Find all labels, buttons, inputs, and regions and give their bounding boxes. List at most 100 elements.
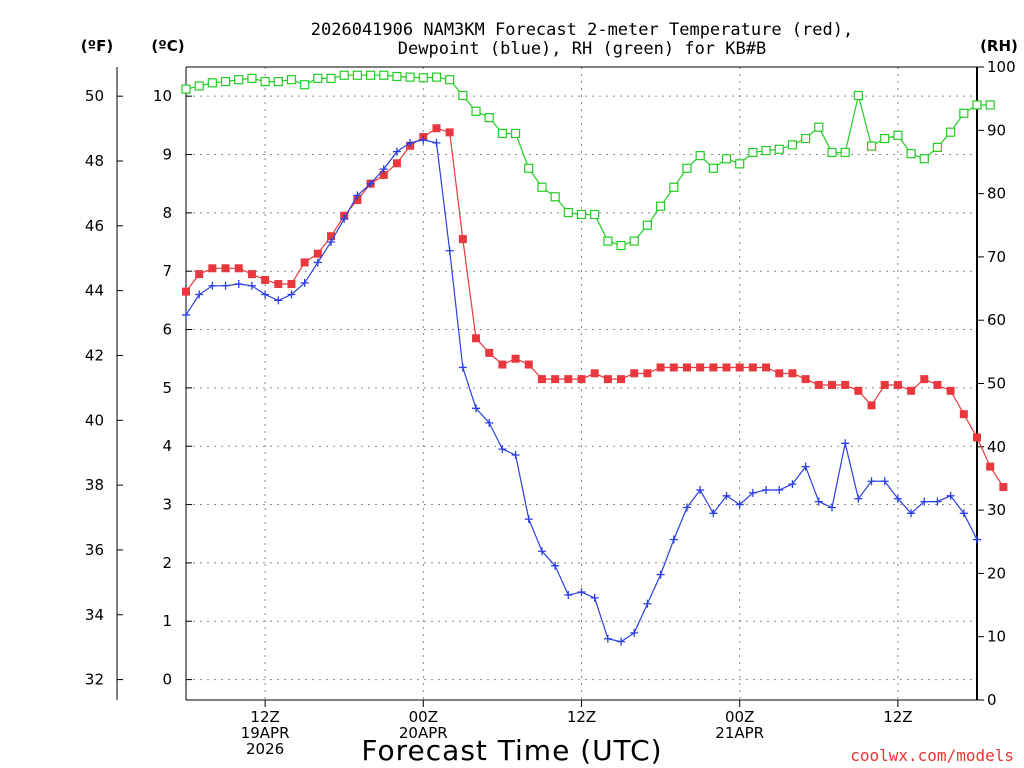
celsius-tick-label: 1 — [162, 612, 172, 630]
rh-point — [313, 73, 323, 83]
rh-point — [352, 70, 362, 80]
rh-point — [959, 108, 969, 118]
fahrenheit-axis-label: (ºF) — [81, 37, 113, 55]
celsius-tick-label: 2 — [162, 554, 172, 572]
temperature-point — [603, 375, 612, 384]
rh-point — [194, 81, 204, 91]
rh-point — [563, 207, 573, 218]
dewpoint-point — [775, 485, 784, 494]
rh-point — [708, 163, 718, 173]
rh-point — [326, 73, 336, 83]
temperature-point — [445, 128, 454, 137]
dewpoint-point — [221, 281, 230, 290]
dewpoint-point — [195, 290, 204, 299]
rh-point — [814, 122, 824, 132]
rh-point — [458, 90, 468, 101]
fahrenheit-tick-label: 40 — [85, 411, 104, 429]
celsius-tick-label: 9 — [162, 146, 172, 164]
fahrenheit-tick-label: 46 — [85, 217, 104, 235]
rh-point — [827, 147, 837, 158]
temperature-point — [432, 124, 441, 133]
celsius-tick-label: 3 — [162, 496, 172, 514]
x-tick-label: 00Z — [409, 708, 438, 726]
dewpoint-point — [419, 135, 428, 144]
dewpoint-point — [841, 439, 850, 448]
celsius-tick-label: 0 — [162, 671, 172, 689]
temperature-point — [880, 380, 889, 389]
rh-point — [748, 147, 758, 158]
x-tick-label: 12Z — [883, 708, 912, 726]
rh-point — [234, 75, 244, 85]
dewpoint-point — [893, 494, 902, 503]
dewpoint-point — [643, 599, 652, 608]
temperature-point — [986, 462, 995, 471]
temperature-point — [709, 363, 718, 372]
rh-point — [840, 147, 850, 158]
x-tick-label: 00Z — [725, 708, 754, 726]
dewpoint-point — [748, 488, 757, 497]
dewpoint-point — [537, 547, 546, 556]
temperature-point — [498, 360, 507, 369]
rh-point — [300, 80, 310, 90]
rh-point — [524, 163, 534, 173]
x-tick-label: 19APR — [241, 724, 290, 742]
x-axis-title: Forecast Time (UTC) — [361, 734, 662, 767]
rh-point — [260, 76, 270, 87]
series-temperature — [182, 124, 1008, 492]
rh-point — [880, 133, 890, 144]
dewpoint-point — [933, 497, 942, 506]
rh-point — [445, 75, 455, 85]
dewpoint-point — [827, 503, 836, 512]
dewpoint-point — [946, 491, 955, 500]
rh-point — [853, 90, 863, 101]
dewpoint-point — [603, 634, 612, 643]
dewpoint-point — [472, 404, 481, 413]
grid — [186, 67, 977, 700]
dewpoint-point — [762, 485, 771, 494]
fahrenheit-tick-label: 50 — [85, 87, 104, 105]
chart-title-line1: 2026041906 NAM3KM Forecast 2-meter Tempe… — [311, 20, 853, 40]
rh-point — [576, 209, 587, 220]
temperature-point — [630, 369, 639, 378]
dewpoint-point — [696, 485, 705, 494]
temperature-point — [735, 363, 744, 372]
temperature-point — [617, 375, 626, 384]
rh-tick-label: 100 — [987, 58, 1016, 76]
rh-point — [761, 145, 771, 156]
rh-tick-label: 50 — [987, 375, 1006, 393]
rh-point — [286, 75, 297, 85]
rh-point — [787, 140, 798, 150]
temperature-point — [577, 375, 586, 384]
fahrenheit-tick-label: 42 — [85, 346, 104, 364]
temperature-point — [564, 375, 573, 384]
dewpoint-point — [379, 165, 388, 174]
dewpoint-point — [340, 214, 349, 223]
dewpoint-point — [735, 500, 744, 509]
dewpoint-point — [617, 637, 626, 646]
rh-point — [695, 151, 705, 161]
series-line-temperature — [185, 127, 1004, 488]
dewpoint-point — [300, 278, 309, 287]
series-rh — [181, 70, 995, 251]
temperature-point — [801, 375, 810, 384]
series — [181, 70, 1008, 646]
rh-point — [801, 133, 811, 144]
fahrenheit-tick-label: 38 — [85, 476, 104, 494]
rh-point — [405, 72, 415, 82]
rh-point — [932, 142, 943, 152]
dewpoint-point — [577, 588, 586, 597]
rh-point — [866, 141, 877, 151]
dewpoint-point — [445, 246, 454, 255]
rh-point — [655, 201, 666, 211]
celsius-tick-label: 5 — [162, 379, 172, 397]
dewpoint-point — [261, 290, 270, 299]
rh-tick-label: 20 — [987, 564, 1006, 582]
dewpoint-point — [274, 296, 283, 305]
rh-tick-label: 70 — [987, 248, 1006, 266]
dewpoint-point — [287, 290, 296, 299]
rh-tick-label: 60 — [987, 311, 1006, 329]
dewpoint-point — [511, 450, 520, 459]
temperature-point — [327, 232, 336, 241]
rh-axis-label: (RH) — [980, 37, 1018, 55]
